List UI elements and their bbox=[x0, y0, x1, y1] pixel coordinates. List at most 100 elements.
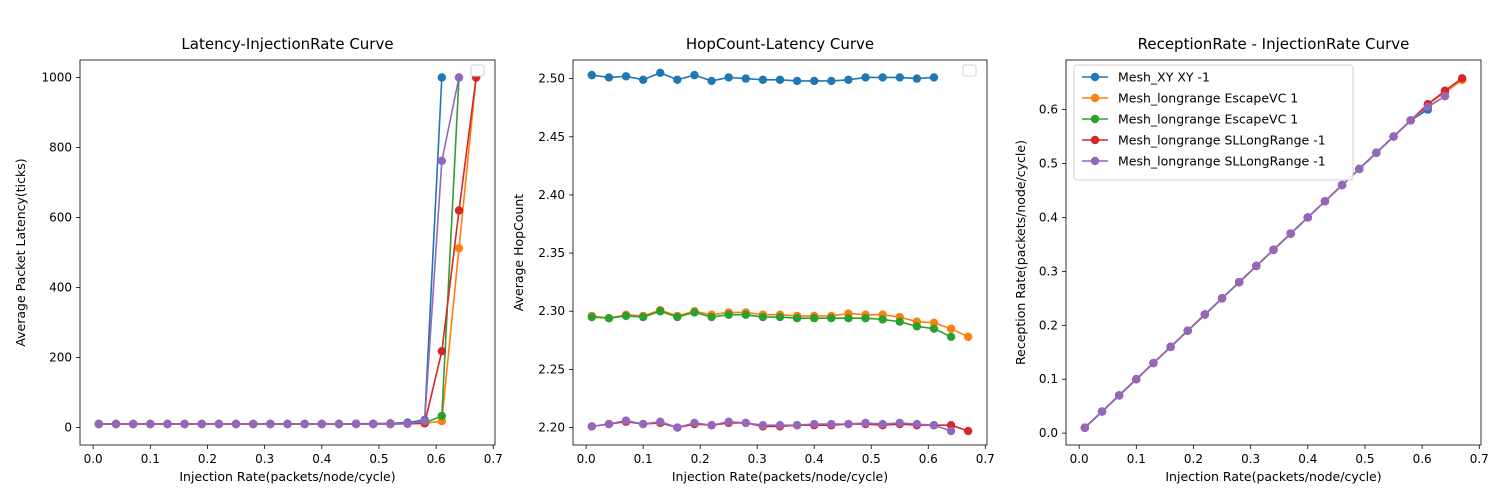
hopcount-chart-legend-box bbox=[962, 64, 977, 77]
hopcount-chart-data-point bbox=[861, 73, 870, 82]
reception-chart-data-point bbox=[1269, 245, 1278, 255]
reception-chart-xtick-label: 0.6 bbox=[1413, 452, 1432, 466]
hopcount-chart-data-point bbox=[621, 311, 631, 321]
latency-chart-data-point bbox=[403, 419, 412, 428]
hopcount-chart-xtick-label: 0.3 bbox=[748, 452, 767, 466]
hopcount-chart-data-point bbox=[690, 308, 699, 317]
latency-chart-data-point bbox=[197, 419, 206, 429]
hopcount-chart-data-point bbox=[775, 312, 785, 322]
reception-chart: 0.0 0.1 0.2 0.3 0.4 0.5 0.6 0.7 0.0 0.1 0.2 0.3 0.4 0… bbox=[1013, 35, 1489, 484]
latency-chart-xlabel: Injection Rate(packets/node/cycle) bbox=[179, 469, 395, 484]
latency-chart-data-point bbox=[351, 419, 361, 429]
latency-chart-data-point bbox=[94, 419, 104, 429]
hopcount-chart-data-point bbox=[775, 75, 785, 84]
reception-chart-data-point bbox=[1355, 164, 1364, 174]
reception-chart-ytick-label: 0.4 bbox=[1039, 210, 1058, 224]
latency-chart-ytick-label: 400 bbox=[49, 281, 72, 295]
reception-chart-legend-entry: Mesh_longrange SLLongRange -1 bbox=[1118, 154, 1326, 169]
hopcount-chart-ylabel: Average HopCount bbox=[511, 194, 526, 312]
reception-chart-ytick-label: 0.5 bbox=[1039, 157, 1058, 171]
hopcount-chart-xtick-label: 0.7 bbox=[976, 452, 995, 466]
reception-chart-legend-entry: Mesh_longrange EscapeVC 1 bbox=[1118, 91, 1298, 106]
reception-chart-data-point bbox=[1320, 197, 1330, 206]
hopcount-chart-ytick-label: 2.40 bbox=[538, 188, 565, 202]
hopcount-chart-data-point bbox=[792, 314, 802, 323]
hopcount-chart-ytick-label: 2.30 bbox=[538, 304, 565, 318]
reception-chart-xtick-label: 0.5 bbox=[1355, 452, 1374, 466]
hopcount-chart-data-point bbox=[946, 324, 956, 333]
hopcount-chart-data-point bbox=[946, 421, 956, 430]
reception-chart-legend-entry: Mesh_XY XY -1 bbox=[1118, 70, 1210, 85]
reception-chart-legend-entry: Mesh_longrange EscapeVC 1 bbox=[1118, 112, 1298, 127]
reception-chart-data-point bbox=[1200, 310, 1210, 319]
hopcount-chart-data-point bbox=[861, 314, 870, 323]
hopcount-chart-data-point bbox=[621, 72, 631, 81]
reception-chart-data-point bbox=[1389, 132, 1398, 141]
latency-chart-series-line bbox=[98, 77, 460, 425]
hopcount-chart-data-point bbox=[638, 312, 648, 322]
hopcount-chart-data-point bbox=[810, 419, 819, 429]
reception-chart-data-point bbox=[1457, 74, 1467, 83]
latency-chart-xtick-label: 0.6 bbox=[427, 452, 446, 466]
hopcount-chart-data-point bbox=[741, 310, 750, 319]
hopcount-chart-data-point bbox=[912, 419, 922, 429]
hopcount-chart-xtick-label: 0.0 bbox=[577, 452, 596, 466]
hopcount-chart-ytick-label: 2.25 bbox=[538, 362, 565, 376]
hopcount-chart-data-point bbox=[827, 76, 836, 86]
reception-chart-series-line bbox=[1084, 95, 1446, 429]
latency-chart-data-point bbox=[300, 419, 309, 429]
hopcount-chart-data-point bbox=[724, 310, 733, 319]
latency-chart-ytick-label: 200 bbox=[49, 351, 72, 365]
reception-chart-xlabel: Injection Rate(packets/node/cycle) bbox=[1165, 469, 1381, 484]
latency-chart-data-point bbox=[437, 411, 447, 421]
hopcount-chart-axes-frame bbox=[572, 59, 988, 446]
latency-chart-xtick-label: 0.3 bbox=[255, 452, 274, 466]
latency-chart-xtick-label: 0.2 bbox=[198, 452, 217, 466]
reception-chart-data-point bbox=[1166, 342, 1175, 352]
hopcount-chart-data-point bbox=[656, 68, 665, 77]
latency-chart-legend-box bbox=[470, 64, 485, 77]
hopcount-chart-xtick-label: 0.2 bbox=[691, 452, 710, 466]
hopcount-chart-data-point bbox=[587, 70, 597, 80]
reception-chart-ytick-label: 0.3 bbox=[1039, 264, 1058, 278]
reception-chart-xtick-label: 0.7 bbox=[1470, 452, 1489, 466]
hopcount-chart-data-point bbox=[963, 332, 973, 342]
reception-chart-plot-area bbox=[1080, 74, 1467, 432]
reception-chart-legend-swatch-marker bbox=[1090, 135, 1100, 145]
latency-chart-ylabel: Average Packet Latency(ticks) bbox=[13, 158, 28, 346]
hopcount-chart: 0.0 0.1 0.2 0.3 0.4 0.5 0.6 0.7 2.20 2.25 2.30 2.35… bbox=[511, 35, 995, 484]
reception-chart-ytick-label: 0.2 bbox=[1039, 318, 1058, 332]
hopcount-chart-data-point bbox=[792, 76, 802, 86]
hopcount-chart-data-point bbox=[963, 426, 973, 436]
hopcount-chart-series-line bbox=[591, 419, 952, 432]
hopcount-chart-data-point bbox=[912, 322, 922, 331]
latency-chart-data-point bbox=[283, 419, 292, 429]
hopcount-chart-data-point bbox=[741, 74, 750, 83]
latency-chart-data-point bbox=[249, 419, 258, 429]
latency-chart-data-point bbox=[369, 419, 378, 429]
reception-chart-data-point bbox=[1252, 261, 1261, 271]
reception-chart-xtick-label: 0.3 bbox=[1241, 452, 1260, 466]
reception-chart-ytick-label: 0.0 bbox=[1039, 426, 1058, 440]
latency-chart-ytick-label: 600 bbox=[49, 211, 72, 225]
hopcount-chart-data-point bbox=[587, 312, 597, 322]
hopcount-chart-data-point bbox=[758, 312, 768, 322]
hopcount-chart-data-point bbox=[946, 332, 956, 342]
hopcount-chart-data-point bbox=[895, 73, 904, 82]
hopcount-chart-data-point bbox=[844, 419, 853, 429]
hopcount-chart-data-point bbox=[673, 312, 682, 322]
hopcount-chart-data-point bbox=[724, 73, 733, 82]
reception-chart-xtick-label: 0.1 bbox=[1127, 452, 1146, 466]
latency-chart-data-point bbox=[214, 419, 224, 429]
latency-chart-xtick-label: 0.5 bbox=[369, 452, 388, 466]
latency-chart-data-point bbox=[111, 419, 121, 429]
hopcount-chart-data-point bbox=[707, 312, 716, 322]
reception-chart-legend-swatch-marker bbox=[1090, 72, 1100, 82]
hopcount-chart-data-point bbox=[604, 419, 614, 429]
latency-chart-series-line bbox=[98, 77, 443, 425]
hopcount-chart-data-point bbox=[673, 75, 682, 84]
hopcount-chart-ytick-label: 2.50 bbox=[538, 72, 565, 86]
latency-chart-data-point bbox=[437, 73, 447, 82]
latency-chart-ytick-label: 1000 bbox=[41, 71, 72, 85]
